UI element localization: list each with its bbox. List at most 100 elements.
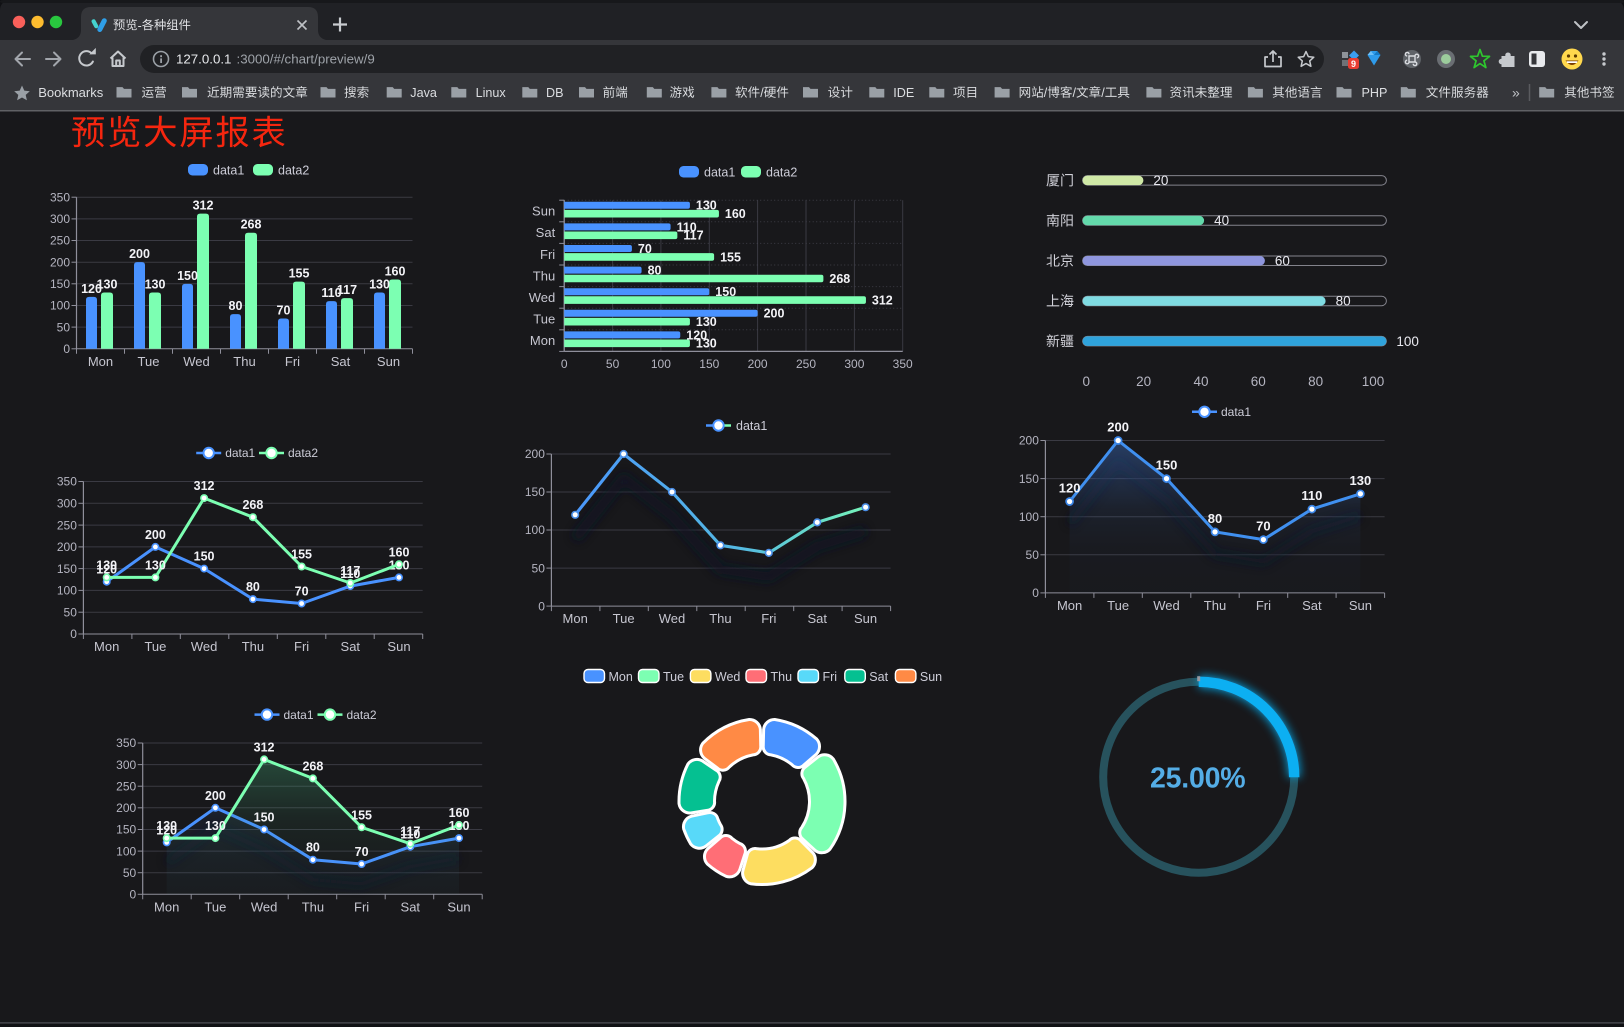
svg-text:130: 130 (369, 278, 390, 292)
svg-text:130: 130 (1350, 473, 1372, 488)
svg-text:Sun: Sun (377, 354, 400, 369)
svg-text:117: 117 (337, 283, 357, 297)
svg-text:312: 312 (193, 199, 214, 213)
svg-text:130: 130 (96, 558, 117, 572)
svg-text:20: 20 (1136, 374, 1151, 389)
svg-text:80: 80 (1308, 374, 1323, 389)
svg-text:200: 200 (764, 307, 785, 321)
svg-text:Sat: Sat (341, 639, 361, 654)
svg-text:Fri: Fri (823, 670, 838, 684)
svg-text:300: 300 (50, 212, 70, 226)
svg-text:130: 130 (696, 337, 717, 351)
svg-text:110: 110 (400, 828, 420, 842)
svg-text:Sat: Sat (536, 225, 556, 240)
svg-text:Thu: Thu (242, 639, 264, 654)
svg-text:130: 130 (696, 315, 717, 329)
svg-text:Sun: Sun (387, 639, 410, 654)
svg-text:0: 0 (130, 888, 137, 902)
svg-text:150: 150 (699, 357, 719, 371)
svg-text::3000/#/chart/preview/9: :3000/#/chart/preview/9 (237, 52, 375, 67)
svg-text:120: 120 (1059, 481, 1081, 496)
svg-text:120: 120 (686, 328, 707, 342)
svg-text:0: 0 (1032, 586, 1039, 600)
svg-text:0: 0 (63, 342, 70, 356)
svg-text:DB: DB (546, 86, 564, 100)
svg-text:100: 100 (116, 844, 136, 858)
svg-text:150: 150 (57, 562, 77, 576)
svg-text:120: 120 (156, 823, 177, 837)
svg-text:100: 100 (50, 299, 70, 313)
svg-text:Mon: Mon (530, 333, 555, 348)
svg-text:70: 70 (277, 304, 291, 318)
svg-text:Wed: Wed (715, 670, 741, 684)
svg-text:80: 80 (648, 263, 662, 277)
svg-text:50: 50 (1026, 548, 1040, 562)
svg-text:Sun: Sun (920, 670, 942, 684)
svg-text:data1: data1 (284, 708, 314, 722)
svg-text:Thu: Thu (533, 268, 555, 283)
svg-text:0: 0 (561, 357, 568, 371)
svg-text:Mon: Mon (154, 899, 179, 914)
svg-text:312: 312 (194, 479, 215, 493)
svg-text:268: 268 (829, 272, 850, 286)
svg-text:100: 100 (1362, 374, 1385, 389)
svg-text:150: 150 (1156, 458, 1178, 473)
svg-text:Mon: Mon (563, 611, 588, 626)
svg-text:100: 100 (1019, 510, 1039, 524)
svg-text:data1: data1 (225, 446, 255, 460)
svg-text:data2: data2 (766, 166, 797, 180)
svg-text:150: 150 (1019, 472, 1039, 486)
svg-text:130: 130 (696, 199, 717, 213)
svg-text:Wed: Wed (183, 354, 210, 369)
svg-text:300: 300 (844, 357, 864, 371)
svg-text:Thu: Thu (771, 670, 793, 684)
svg-text:155: 155 (291, 548, 312, 562)
svg-text:80: 80 (306, 841, 320, 855)
svg-text:80: 80 (229, 299, 243, 313)
svg-text:100: 100 (57, 584, 77, 598)
svg-text:25.00%: 25.00% (1150, 763, 1245, 795)
svg-text:Sun: Sun (447, 899, 470, 914)
svg-text:100: 100 (1396, 334, 1419, 349)
svg-text:Fri: Fri (761, 611, 776, 626)
svg-text:350: 350 (57, 475, 77, 489)
svg-text:9: 9 (1351, 59, 1356, 69)
svg-text:PHP: PHP (1362, 86, 1388, 100)
svg-text:100: 100 (525, 523, 545, 537)
svg-text:300: 300 (116, 758, 136, 772)
svg-text:350: 350 (116, 736, 136, 750)
svg-text:Linux: Linux (476, 86, 507, 100)
svg-text:Tue: Tue (613, 611, 635, 626)
svg-text:Wed: Wed (659, 611, 686, 626)
svg-text:Mon: Mon (94, 639, 119, 654)
svg-text:Sat: Sat (401, 899, 421, 914)
svg-text:Wed: Wed (191, 639, 218, 654)
svg-text:127.0.0.1: 127.0.0.1 (176, 52, 231, 67)
svg-text:117: 117 (340, 564, 360, 578)
svg-text:Sat: Sat (869, 670, 888, 684)
svg-text:200: 200 (50, 255, 70, 269)
svg-text:Sun: Sun (532, 204, 555, 219)
svg-text:200: 200 (525, 447, 545, 461)
svg-text:130: 130 (205, 819, 226, 833)
svg-text:150: 150 (254, 811, 275, 825)
svg-text:Thu: Thu (709, 611, 731, 626)
svg-text:350: 350 (50, 190, 70, 204)
svg-text:80: 80 (1208, 511, 1222, 526)
svg-text:/: / (760, 86, 764, 100)
svg-text:50: 50 (606, 357, 620, 371)
svg-text:50: 50 (123, 866, 137, 880)
svg-text:150: 150 (194, 550, 215, 564)
svg-text:Sat: Sat (331, 354, 351, 369)
svg-text:Wed: Wed (1153, 598, 1180, 613)
svg-text:Tue: Tue (1107, 598, 1129, 613)
svg-text:0: 0 (538, 599, 545, 613)
svg-text:200: 200 (205, 789, 226, 803)
svg-text:data2: data2 (278, 164, 309, 178)
svg-text:150: 150 (50, 277, 70, 291)
svg-text:110: 110 (1301, 488, 1322, 503)
svg-text:»: » (1512, 85, 1520, 101)
svg-text:data1: data1 (736, 419, 767, 433)
svg-text:Tue: Tue (138, 354, 160, 369)
svg-text:Thu: Thu (302, 899, 324, 914)
